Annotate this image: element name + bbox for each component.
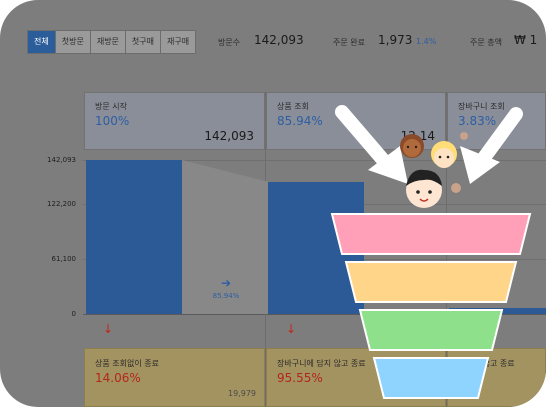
- segment-first-visit[interactable]: 첫방문: [56, 31, 91, 53]
- funnel-layer-top: [330, 213, 532, 255]
- arrow-down-icon: ↓: [286, 322, 297, 336]
- segment-first-purchase[interactable]: 첫구매: [126, 31, 162, 53]
- stage-label: 장바구니 조회: [458, 102, 505, 111]
- arrow-down-left-icon: [460, 107, 523, 184]
- conversion-pct: 85.94%: [212, 292, 240, 300]
- orders-label: 주문 완료: [333, 38, 365, 47]
- segment-revisit[interactable]: 재방문: [91, 31, 126, 53]
- y-tick-label: 142,093: [47, 156, 76, 164]
- arrow-down-right-icon: [335, 105, 408, 184]
- funnel-illustration: [330, 105, 532, 399]
- funnel-layer-bottom: [372, 357, 490, 399]
- stage-count: 142,093: [204, 129, 254, 143]
- arrow-down-icon: ↓: [103, 322, 114, 336]
- y-tick-label: 0: [71, 310, 76, 318]
- summary-bar: 전체 첫방문 재방문 첫구매 재구매 방문수 142,093 주문 완료 1,9…: [0, 22, 546, 62]
- dropoff-pct: 14.06%: [95, 371, 141, 385]
- dropoff-count: 19,979: [228, 389, 256, 398]
- bar-visit-start: [86, 160, 182, 314]
- funnel-layer-3: [358, 309, 504, 351]
- segment-filter: 전체 첫방문 재방문 첫구매 재구매: [27, 30, 197, 54]
- person-face-icon: [406, 169, 442, 208]
- dropoff-label: 장바구니에 담지 않고 종료: [277, 359, 366, 368]
- baseline: [83, 314, 546, 315]
- amount-value: ₩ 1: [514, 33, 538, 47]
- stage-label: 상품 조회: [277, 102, 309, 111]
- amount-label: 주문 총액: [470, 38, 502, 47]
- stage-pct: 100%: [95, 114, 130, 128]
- y-tick-label: 122,200: [47, 200, 76, 208]
- dropoff-pct: 95.55%: [277, 371, 323, 385]
- gridline-top: [83, 160, 546, 161]
- funnel-layer-2: [344, 261, 518, 303]
- dropoff-label: 상품 조회없이 종료: [95, 359, 159, 368]
- sparkle-dot: [460, 132, 468, 140]
- person-face-icon: [431, 141, 457, 168]
- dropoff-no-product-view: 상품 조회없이 종료 14.06% 19,979: [84, 348, 265, 407]
- person-face-icon: [400, 134, 424, 158]
- y-tick-label: 61,100: [51, 255, 77, 263]
- visits-label: 방문수: [218, 38, 241, 47]
- conversion-connector: [182, 160, 268, 314]
- stage-visit-start: 방문 시작 100% 142,093: [84, 92, 265, 150]
- segment-repurchase[interactable]: 재구매: [167, 37, 190, 46]
- stage-pct: 3.83%: [458, 114, 497, 128]
- sparkle-dot: [451, 183, 461, 193]
- orders-value: 1,973: [378, 33, 413, 47]
- orders-pct: 1.4%: [416, 37, 437, 46]
- stage-label: 방문 시작: [95, 102, 127, 111]
- arrow-right-icon: ➔: [220, 276, 232, 290]
- stage-pct: 85.94%: [277, 114, 323, 128]
- visits-value: 142,093: [254, 33, 304, 47]
- segment-all[interactable]: 전체: [28, 31, 56, 53]
